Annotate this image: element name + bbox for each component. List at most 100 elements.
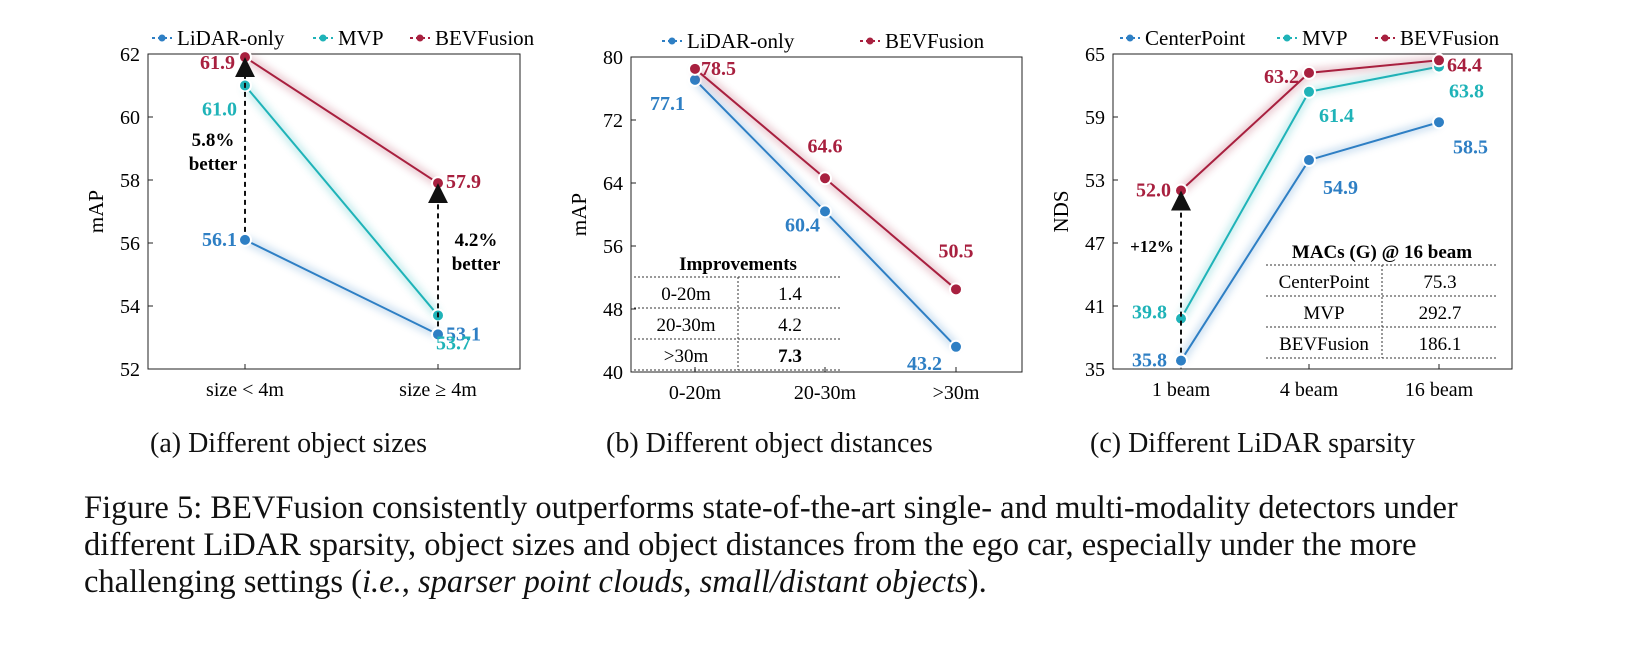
table-cell: MVP: [1303, 303, 1344, 324]
data-point: [238, 50, 252, 65]
table-cell: >30m: [664, 346, 709, 367]
caption-main: Figure 5: BEVFusion consistently outperf…: [84, 490, 1458, 600]
table-title: MACs (G) @ 16 beam: [1292, 242, 1472, 263]
data-label: 61.4: [1319, 105, 1354, 127]
data-label: 61.0: [202, 99, 237, 121]
table-cell: 4.2: [778, 315, 802, 336]
data-label: 61.9: [200, 52, 235, 74]
data-point: [1432, 53, 1446, 68]
y-axis-label: NDS: [1049, 190, 1073, 232]
y-tick-label: 58: [120, 170, 140, 192]
legend-label: BEVFusion: [885, 29, 985, 53]
plot-frame: [147, 53, 521, 370]
plot-frame: [1112, 53, 1513, 370]
caption-end: ).: [967, 564, 987, 600]
series-line: [244, 56, 439, 184]
x-tick-label: 1 beam: [1152, 379, 1211, 401]
data-label: 58.5: [1453, 136, 1488, 158]
data-label: 52.0: [1136, 180, 1171, 202]
x-tick-label: size ≥ 4m: [399, 379, 477, 401]
x-tick-label: 4 beam: [1280, 379, 1339, 401]
data-label: 64.6: [808, 135, 843, 157]
subcaption-b: (b) Different object distances: [606, 428, 933, 459]
y-axis-label: mAP: [567, 193, 591, 236]
legend-label: CenterPoint: [1145, 26, 1245, 50]
subcaption-a: (a) Different object sizes: [150, 428, 428, 459]
y-tick-label: 56: [120, 233, 140, 255]
table-cell: 75.3: [1423, 272, 1456, 293]
caption-comma2: ,: [683, 564, 700, 600]
y-tick-label: 52: [120, 359, 140, 381]
y-tick-label: 64: [603, 173, 623, 195]
table-cell: 0-20m: [661, 284, 711, 305]
subcaption-c: (c) Different LiDAR sparsity: [1090, 428, 1416, 459]
table-cell: 186.1: [1419, 334, 1462, 355]
legend-marker: [158, 34, 166, 42]
annotation: 5.8%: [192, 130, 235, 151]
legend-label: BEVFusion: [435, 26, 535, 50]
table-title: Improvements: [679, 254, 797, 275]
y-tick-label: 47: [1085, 233, 1105, 255]
legend-marker: [1126, 34, 1134, 42]
caption-ie: i.e.: [362, 564, 402, 600]
data-label: 63.8: [1449, 81, 1484, 103]
data-point: [1302, 65, 1316, 80]
table-cell: 20-30m: [656, 315, 715, 336]
y-axis-label: mAP: [84, 190, 108, 233]
data-label: 54.9: [1323, 177, 1358, 199]
x-tick-label: >30m: [933, 382, 980, 404]
data-point: [1174, 353, 1188, 368]
series-line: [1180, 59, 1440, 192]
table-cell: 7.3: [778, 346, 802, 367]
y-tick-label: 54: [120, 296, 140, 318]
series-line: [244, 238, 439, 336]
y-tick-label: 56: [603, 236, 623, 258]
data-point: [431, 176, 445, 191]
legend-label: LiDAR-only: [687, 29, 795, 53]
x-tick-label: 20-30m: [794, 382, 857, 404]
data-label: 43.2: [907, 353, 942, 375]
legend-marker: [668, 37, 676, 45]
x-tick-label: 16 beam: [1405, 379, 1474, 401]
legend-label: MVP: [1302, 26, 1348, 50]
caption-comma1: ,: [401, 564, 418, 600]
data-point: [1174, 183, 1188, 198]
data-point: [1432, 115, 1446, 130]
x-tick-label: 0-20m: [669, 382, 722, 404]
panel-b-chart: 40 48 56 64 72 80 0-20m 20-30m >30m mAP LiDAR-only…: [567, 29, 1023, 404]
series-glow: [1178, 56, 1440, 194]
annotation: +12%: [1130, 237, 1174, 256]
table-cell: 1.4: [778, 284, 802, 305]
data-point: [949, 339, 963, 354]
data-label: 39.8: [1132, 302, 1167, 324]
panel-c-chart: 35 41 47 53 59 65 1 beam 4 beam 16 beam NDS Center…: [1049, 26, 1513, 401]
data-label: 60.4: [785, 214, 820, 236]
data-label: 77.1: [650, 93, 685, 115]
series-line: [244, 84, 439, 317]
y-tick-label: 80: [603, 47, 623, 69]
y-tick-label: 72: [603, 110, 623, 132]
legend-label: MVP: [338, 26, 384, 50]
y-tick-label: 35: [1085, 359, 1105, 381]
data-point: [949, 282, 963, 297]
data-label: 53.7: [436, 332, 471, 354]
y-tick-label: 62: [120, 44, 140, 66]
annotation: better: [452, 254, 501, 275]
legend-marker: [866, 37, 874, 45]
data-point: [688, 61, 702, 76]
legend-marker: [416, 34, 424, 42]
y-tick-label: 41: [1085, 296, 1105, 318]
legend-marker: [319, 34, 327, 42]
data-label: 78.5: [701, 58, 736, 80]
data-label: 63.2: [1264, 66, 1299, 88]
y-tick-label: 53: [1085, 170, 1105, 192]
data-point: [818, 204, 832, 219]
annotation: better: [189, 154, 238, 175]
data-point: [431, 327, 445, 342]
table-cell: CenterPoint: [1279, 272, 1370, 293]
legend-marker: [1283, 34, 1291, 42]
data-point: [1302, 84, 1316, 99]
table-cell: 292.7: [1419, 303, 1462, 324]
data-label: 64.4: [1447, 54, 1482, 76]
